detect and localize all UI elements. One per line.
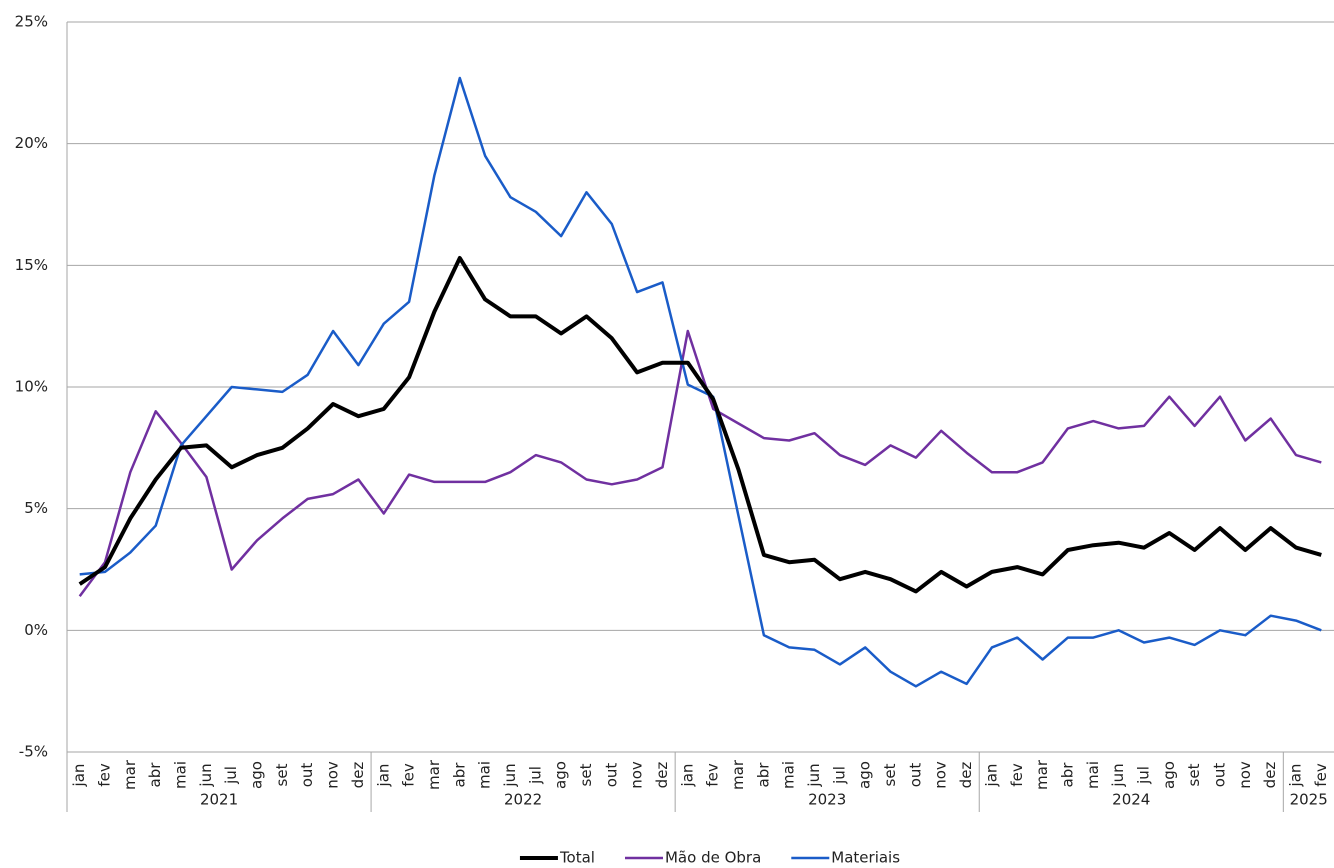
series-line: [79, 76, 1322, 688]
y-tick-label: 15%: [15, 256, 48, 274]
x-tick-label: nov: [932, 761, 950, 789]
x-tick-label: mar: [1033, 759, 1051, 790]
legend-label: Materiais: [831, 849, 900, 867]
x-tick-label: ago: [552, 761, 570, 789]
year-label: 2025: [1290, 791, 1328, 809]
x-tick-label: fev: [96, 763, 114, 787]
series-line: [78, 329, 1322, 598]
x-tick-label: mai: [172, 761, 190, 789]
x-tick-label: mai: [780, 761, 798, 789]
y-tick-label: 5%: [24, 499, 48, 517]
x-tick-label: jan: [1286, 764, 1304, 788]
x-tick-label: ago: [1160, 761, 1178, 789]
x-tick-label: abr: [754, 762, 772, 788]
x-tick-label: out: [602, 763, 620, 788]
series-line: [78, 256, 1322, 594]
year-label: 2024: [1112, 791, 1150, 809]
x-tick-label: mar: [121, 759, 139, 790]
x-tick-label: out: [906, 763, 924, 788]
x-tick-label: dez: [1261, 762, 1279, 789]
y-tick-label: 25%: [15, 13, 48, 31]
x-tick-label: jul: [222, 766, 240, 785]
x-tick-label: abr: [146, 762, 164, 788]
x-tick-label: nov: [324, 761, 342, 789]
x-tick-label: jun: [1109, 763, 1127, 787]
legend-label: Total: [559, 849, 595, 867]
legend-label: Mão de Obra: [665, 849, 761, 867]
x-tick-label: jul: [830, 766, 848, 785]
x-tick-label: jan: [982, 764, 1000, 788]
x-tick-label: jan: [374, 764, 392, 788]
x-tick-label: out: [1210, 763, 1228, 788]
x-tick-label: abr: [1058, 762, 1076, 788]
x-tick-label: abr: [450, 762, 468, 788]
x-tick-label: jul: [1134, 766, 1152, 785]
y-tick-label: 0%: [24, 621, 48, 639]
x-tick-label: set: [273, 763, 291, 786]
x-tick-label: dez: [653, 762, 671, 789]
x-tick-label: dez: [957, 762, 975, 789]
x-tick-label: mar: [425, 759, 443, 790]
x-tick-label: set: [1185, 763, 1203, 786]
x-tick-label: nov: [1236, 761, 1254, 789]
x-tick-label: out: [298, 763, 316, 788]
x-tick-label: fev: [1312, 763, 1330, 787]
x-tick-label: mar: [729, 759, 747, 790]
x-tick-label: jun: [805, 763, 823, 787]
year-label: 2023: [808, 791, 846, 809]
x-tick-label: jan: [678, 764, 696, 788]
x-tick-label: set: [577, 763, 595, 786]
y-tick-label: 20%: [15, 134, 48, 152]
y-tick-label: 10%: [15, 378, 48, 396]
year-label: 2022: [504, 791, 542, 809]
x-tick-label: fev: [1008, 763, 1026, 787]
x-tick-label: fev: [704, 763, 722, 787]
x-tick-label: mai: [476, 761, 494, 789]
x-tick-label: nov: [628, 761, 646, 789]
x-tick-label: set: [881, 763, 899, 786]
x-tick-label: fev: [400, 763, 418, 787]
x-tick-label: jul: [526, 766, 544, 785]
x-tick-label: ago: [856, 761, 874, 789]
x-tick-label: jan: [70, 764, 88, 788]
x-tick-label: jun: [197, 763, 215, 787]
year-label: 2021: [200, 791, 238, 809]
x-tick-label: jun: [501, 763, 519, 787]
y-tick-label: -5%: [19, 743, 48, 761]
x-tick-label: mai: [1084, 761, 1102, 789]
x-tick-label: ago: [248, 761, 266, 789]
x-tick-label: dez: [349, 762, 367, 789]
